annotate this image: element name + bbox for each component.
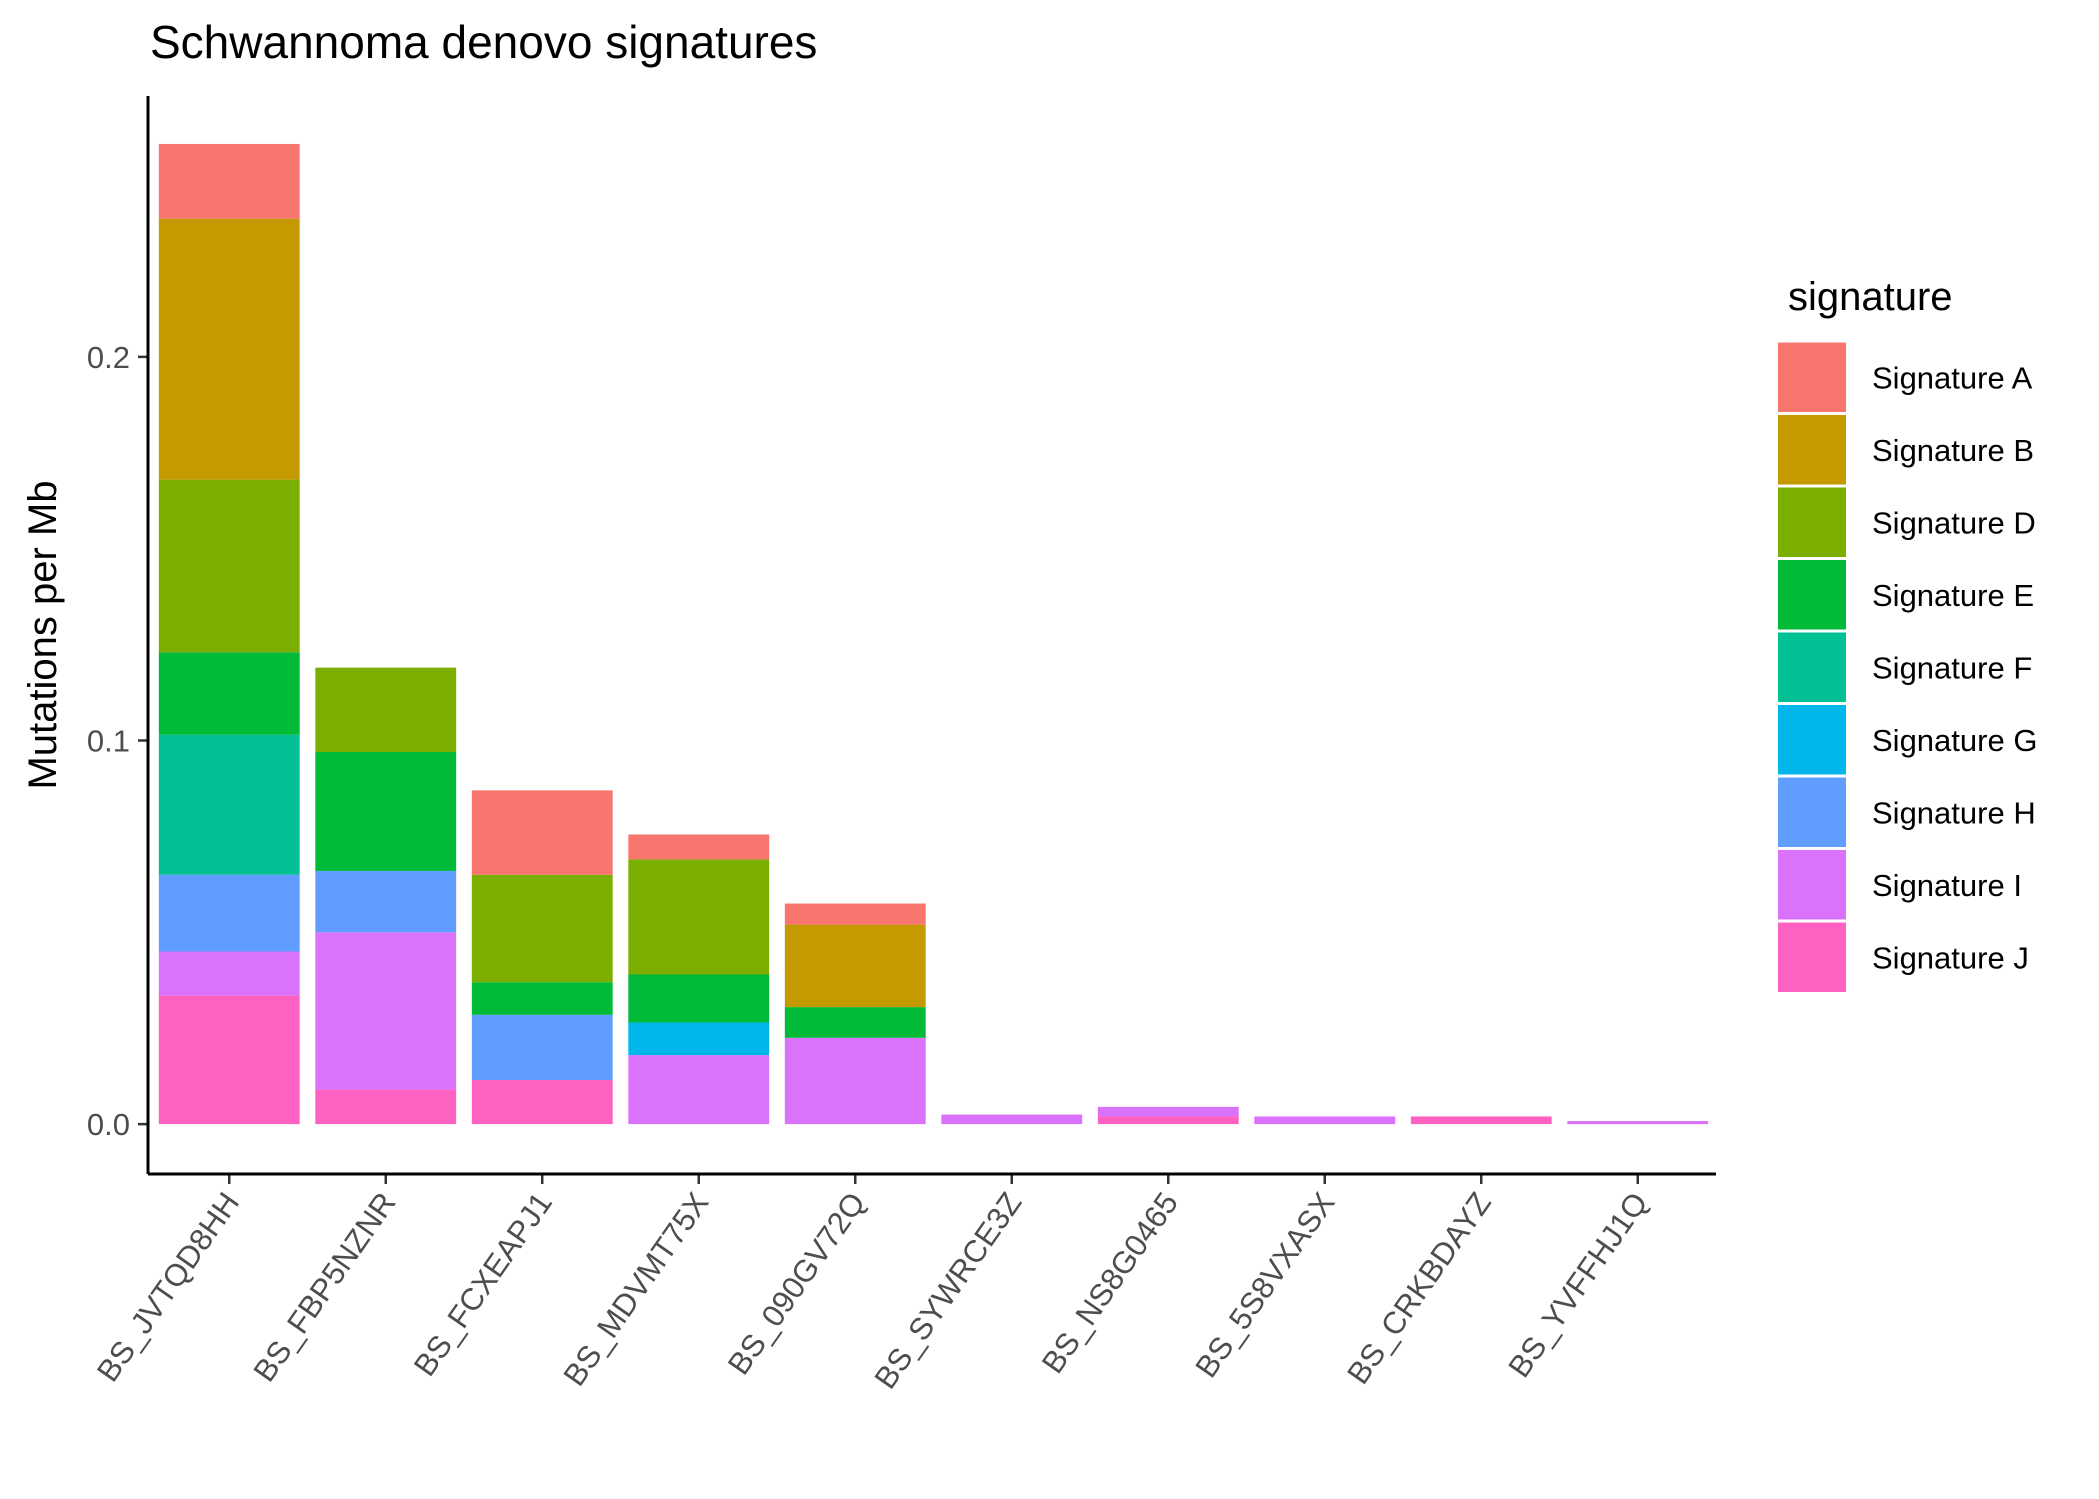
x-tick-label: BS_YVFFHJ1Q [1501, 1186, 1654, 1384]
bar-segment [471, 1014, 613, 1081]
bar-segment [158, 479, 300, 653]
x-tick-label: BS_JVTQD8HH [90, 1186, 246, 1388]
legend-label: Signature H [1872, 795, 2036, 830]
y-axis-label: Mutations per Mb [21, 480, 65, 789]
bar-segment [628, 1022, 770, 1056]
bar-segment [158, 874, 300, 952]
bar-segment [1254, 1116, 1396, 1125]
bar-segment [1410, 1116, 1552, 1125]
legend-label: Signature A [1872, 360, 2033, 395]
bar-segment [1097, 1106, 1239, 1117]
x-tick-label: BS_090GV72Q [721, 1186, 872, 1381]
legend-key [1778, 560, 1846, 630]
x-tick-label: BS_FCXEAPJ1 [407, 1186, 559, 1383]
x-tick-label: BS_FBP5NZNR [246, 1186, 402, 1388]
legend-key [1778, 705, 1846, 775]
x-axis-ticks: BS_JVTQD8HH BS_FBP5NZNR BS_FCXEAPJ1BS_MDVM… [90, 1174, 1655, 1395]
legend-key [1778, 777, 1846, 847]
bars-layer [158, 143, 1709, 1125]
legend-label: Signature D [1872, 505, 2036, 540]
bar-segment [315, 752, 457, 871]
legend-label: Signature F [1872, 650, 2032, 685]
legend-key [1778, 342, 1846, 412]
bar-segment [315, 870, 457, 933]
bar-segment [315, 1089, 457, 1125]
legend-key [1778, 415, 1846, 485]
bar-segment [784, 1037, 926, 1125]
x-tick-label: BS_MDVMT75X [556, 1186, 715, 1393]
y-tick-label: 0.2 [87, 340, 130, 375]
x-tick-label: BS_5S8VXASX [1188, 1186, 1341, 1384]
legend-label: Signature J [1872, 940, 2029, 975]
bar-segment [628, 859, 770, 975]
legend-label: Signature I [1872, 868, 2022, 903]
bar-segment [158, 995, 300, 1125]
chart-title: Schwannoma denovo signatures [150, 16, 817, 68]
bar-segment [158, 734, 300, 875]
legend-label: Signature G [1872, 723, 2037, 758]
bar-segment [628, 974, 770, 1023]
bar-segment [158, 143, 300, 219]
legend: signature Signature A Signature B Signatur… [1778, 275, 2037, 992]
bar-segment [471, 874, 613, 983]
bar-segment [784, 1007, 926, 1038]
bar-segment [784, 903, 926, 925]
bar-segment [1567, 1121, 1709, 1125]
bar-segment [471, 1080, 613, 1125]
bar-segment [158, 218, 300, 480]
bar-segment [1097, 1116, 1239, 1125]
y-axis-ticks: 0.0 0.1 0.2 [87, 340, 148, 1142]
legend-key [1778, 632, 1846, 702]
bar-segment [471, 790, 613, 875]
bar-segment [158, 951, 300, 996]
bar-segment [628, 1055, 770, 1125]
bar-segment [315, 667, 457, 753]
bar-segment [941, 1114, 1083, 1125]
bar-segment [315, 932, 457, 1090]
bar-segment [158, 652, 300, 735]
legend-key [1778, 922, 1846, 992]
legend-label: Signature E [1872, 578, 2034, 613]
y-tick-label: 0.1 [87, 723, 130, 758]
x-tick-label: BS_CRKBDAYZ [1340, 1186, 1498, 1390]
x-tick-label: BS_SYWRCE3Z [867, 1186, 1028, 1395]
legend-key [1778, 487, 1846, 557]
legend-label: Signature B [1872, 433, 2034, 468]
legend-title: signature [1788, 275, 1953, 319]
x-tick-label: BS_NS8G0465 [1035, 1186, 1185, 1380]
bar-segment [471, 982, 613, 1015]
bar-segment [784, 924, 926, 1008]
y-tick-label: 0.0 [87, 1107, 130, 1142]
bar-segment [628, 834, 770, 860]
legend-key [1778, 850, 1846, 920]
